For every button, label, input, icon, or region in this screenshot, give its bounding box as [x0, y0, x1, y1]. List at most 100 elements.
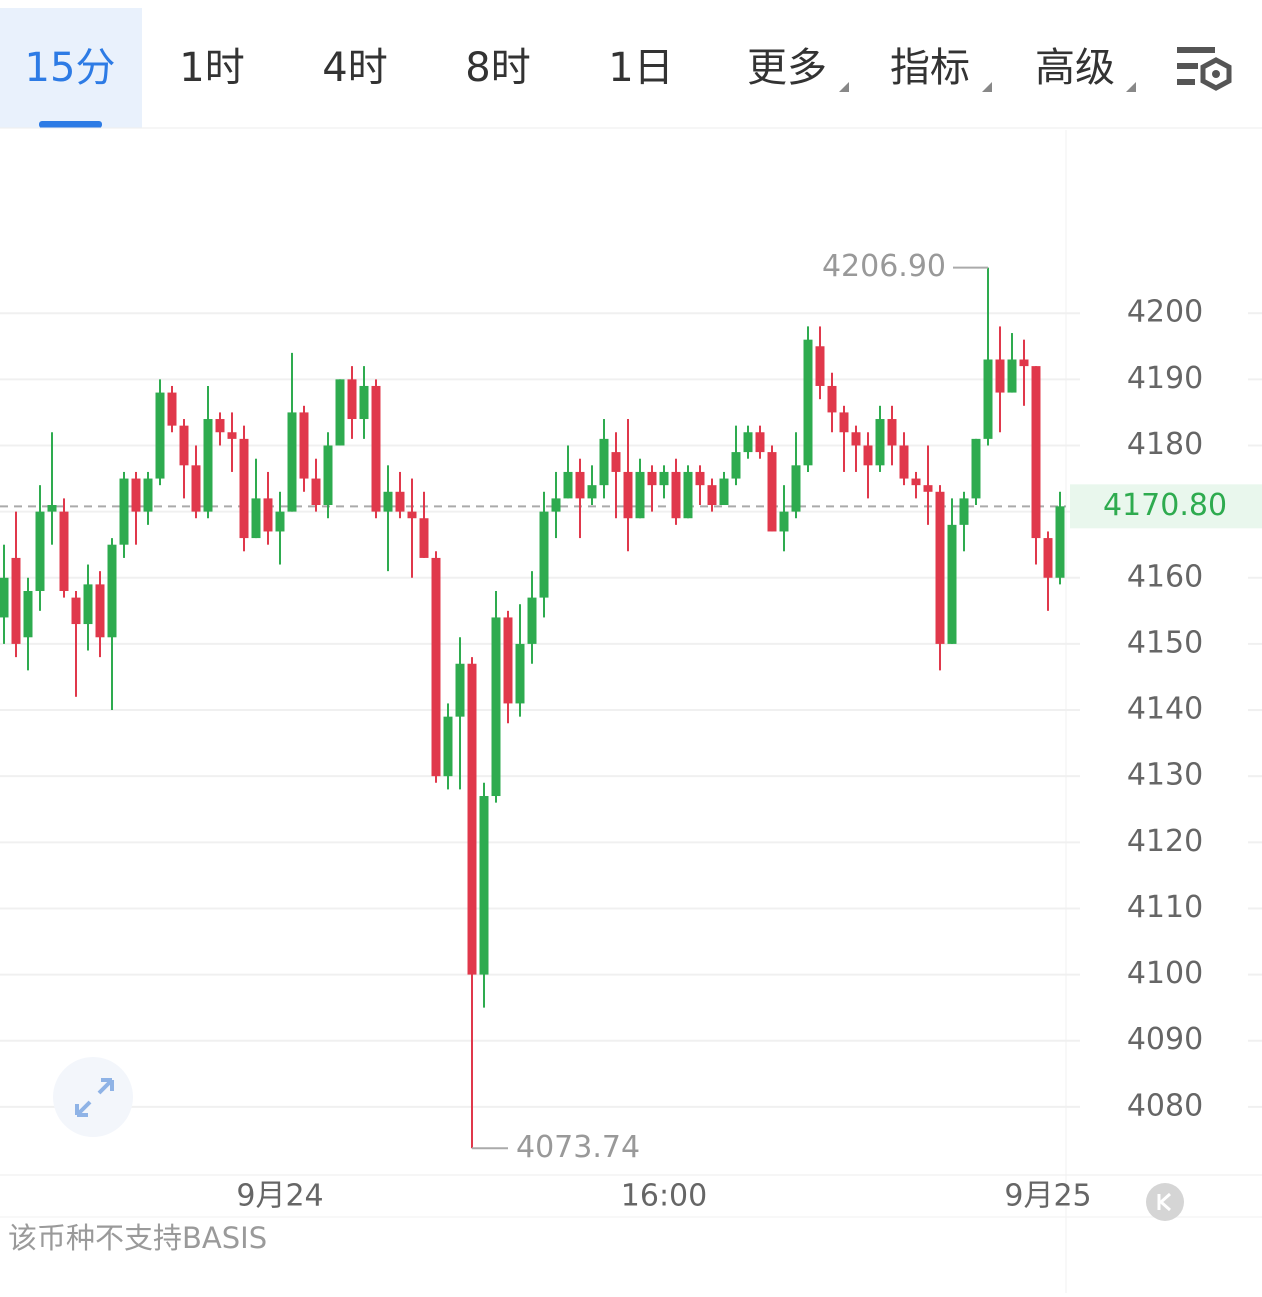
candle-body: [491, 617, 501, 797]
last-price-label: 4170.80: [1103, 488, 1227, 523]
candle-body: [863, 445, 873, 466]
candle-body: [0, 577, 9, 618]
candle-body: [167, 392, 177, 426]
y-tick-label: 4080: [1127, 1088, 1203, 1123]
candle-body: [551, 498, 561, 512]
candle-body: [119, 478, 129, 545]
candle-body: [71, 597, 81, 625]
candle-body: [395, 491, 405, 512]
candle-body: [143, 478, 153, 512]
candle-body: [671, 471, 681, 519]
candle-body: [347, 379, 357, 420]
candle-body: [887, 419, 897, 446]
tab[interactable]: 高级: [1035, 45, 1115, 91]
candle-body: [215, 419, 225, 433]
y-tick-label: 4160: [1127, 559, 1203, 594]
active-tab-indicator: [39, 121, 102, 128]
tab[interactable]: 1日: [608, 45, 673, 91]
candle-body: [203, 419, 213, 512]
candle-body: [179, 425, 189, 466]
y-tick-label: 4110: [1127, 890, 1203, 925]
candle-body: [767, 452, 777, 532]
y-tick-label: 4150: [1127, 625, 1203, 660]
candle-body: [419, 518, 429, 558]
candle-body: [527, 597, 537, 644]
expand-button[interactable]: [53, 1057, 133, 1137]
candle-body: [359, 385, 369, 420]
candle-body: [935, 491, 945, 644]
candle-body: [59, 511, 69, 591]
candle-body: [695, 471, 705, 486]
candle-body: [1031, 366, 1041, 539]
candle-body: [575, 471, 585, 499]
candle-body: [239, 438, 249, 539]
candle-body: [95, 584, 105, 638]
candle-body: [431, 557, 441, 777]
tab[interactable]: 4时: [322, 45, 387, 91]
candle-body: [23, 590, 33, 638]
tab[interactable]: 8时: [465, 45, 530, 91]
candle-body: [503, 617, 513, 704]
y-tick-label: 4130: [1127, 758, 1203, 793]
x-tick-label: 16:00: [621, 1179, 707, 1214]
last-price-bg: [1070, 484, 1262, 529]
tab[interactable]: 15分: [25, 45, 116, 91]
candle-body: [875, 419, 885, 466]
candle-body: [371, 385, 381, 512]
y-tick-label: 4180: [1127, 427, 1203, 462]
candle-body: [131, 478, 141, 512]
settings-icon[interactable]: [1177, 47, 1232, 91]
candle-body: [599, 438, 609, 486]
candle-body: [1007, 359, 1017, 393]
candle-body: [1043, 538, 1053, 578]
candle-body: [779, 511, 789, 532]
candle-body: [791, 465, 801, 512]
y-tick-label: 4090: [1127, 1022, 1203, 1057]
candle-body: [299, 412, 309, 479]
candle-body: [959, 498, 969, 525]
tab[interactable]: 指标: [890, 45, 970, 91]
candle-body: [443, 716, 453, 777]
footer-note: 该币种不支持BASIS: [8, 1221, 267, 1255]
candle-body: [467, 663, 477, 975]
max-label: 4206.90: [822, 249, 946, 284]
candle-body: [659, 471, 669, 486]
min-label: 4073.74: [516, 1130, 640, 1165]
candle-body: [539, 511, 549, 598]
tab[interactable]: 更多: [747, 45, 827, 91]
candle-body: [263, 498, 273, 532]
candle-body: [647, 471, 657, 486]
candle-body: [191, 465, 201, 512]
candle-body: [383, 491, 393, 512]
y-tick-label: 4190: [1127, 361, 1203, 396]
y-tick-label: 4140: [1127, 692, 1203, 727]
candle-body: [623, 471, 633, 519]
candle-body: [971, 438, 981, 499]
candle-body: [275, 511, 285, 532]
scroll-end-button[interactable]: [1146, 1183, 1184, 1221]
candle-body: [587, 485, 597, 499]
candle-body: [251, 498, 261, 539]
candle-body: [683, 471, 693, 519]
candle-body: [839, 412, 849, 433]
candle-body: [11, 557, 21, 644]
candle-body: [851, 432, 861, 446]
candle-body: [755, 432, 765, 453]
candle-body: [899, 445, 909, 479]
tab[interactable]: 1时: [179, 45, 244, 91]
y-tick-label: 4200: [1127, 295, 1203, 330]
candle-body: [707, 485, 717, 506]
candle-body: [227, 432, 237, 439]
candle-body: [107, 544, 117, 638]
dropdown-corners: [839, 82, 1136, 92]
candle-body: [983, 359, 993, 439]
candle-body: [287, 412, 297, 512]
candle-body: [923, 485, 933, 492]
candle-body: [83, 584, 93, 625]
candle-body: [995, 359, 1005, 393]
candle-body: [515, 643, 525, 704]
candle-body: [323, 445, 333, 506]
candle-body: [563, 471, 573, 499]
